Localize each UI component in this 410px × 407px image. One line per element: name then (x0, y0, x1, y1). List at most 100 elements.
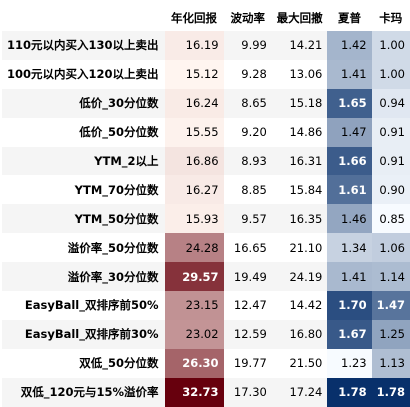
cell-annual-return: 26.30 (164, 348, 224, 378)
cell-max-drawdown: 14.21 (271, 31, 328, 60)
row-label: 低价_30分位数 (2, 88, 165, 118)
cell-annual-return: 15.12 (164, 59, 224, 89)
table-row: 双低_50分位数 26.30 19.77 21.50 1.23 1.13 (2, 348, 410, 378)
cell-annual-return: 24.28 (164, 233, 224, 263)
cell-sharpe: 1.34 (327, 233, 372, 263)
cell-sharpe: 1.47 (327, 117, 372, 147)
row-label: 双低_120元与15%溢价率 (2, 377, 165, 407)
cell-sharpe: 1.42 (327, 31, 372, 60)
table-row: 100元以内买入120以上卖出 15.12 9.28 13.06 1.41 1.00 (2, 59, 410, 89)
column-header-max-drawdown: 最大回撤 (276, 11, 323, 25)
cell-volatility: 9.57 (223, 204, 272, 234)
cell-calmar: 0.90 (371, 175, 410, 205)
cell-max-drawdown: 16.35 (271, 204, 328, 234)
table-row: EasyBall_双排序前30% 23.02 12.59 16.80 1.67 1.25 (2, 319, 410, 349)
cell-annual-return: 15.55 (164, 117, 224, 147)
backtest-results-table: 年化回报 波动率 最大回撤 夏普 卡玛 110元以内买入130以上卖出 16.19… (2, 5, 410, 407)
cell-max-drawdown: 24.19 (271, 262, 328, 292)
cell-calmar: 0.85 (371, 204, 410, 234)
cell-calmar: 1.47 (371, 291, 410, 320)
cell-sharpe: 1.46 (327, 204, 372, 234)
cell-calmar: 1.14 (371, 262, 410, 292)
cell-max-drawdown: 16.31 (271, 146, 328, 176)
column-header-sharpe: 夏普 (338, 11, 361, 25)
cell-calmar: 1.06 (371, 233, 410, 263)
cell-max-drawdown: 13.06 (271, 59, 328, 89)
row-label: YTM_50分位数 (2, 204, 165, 234)
cell-sharpe: 1.67 (327, 319, 372, 349)
row-label: 100元以内买入120以上卖出 (2, 59, 165, 89)
table-row: 低价_50分位数 15.55 9.20 14.86 1.47 0.91 (2, 117, 410, 147)
cell-max-drawdown: 14.42 (271, 291, 328, 320)
cell-sharpe: 1.70 (327, 291, 372, 320)
row-label: EasyBall_双排序前50% (2, 291, 165, 320)
row-label: 双低_50分位数 (2, 348, 165, 378)
cell-sharpe: 1.61 (327, 175, 372, 205)
cell-max-drawdown: 15.18 (271, 88, 328, 118)
cell-volatility: 16.65 (223, 233, 272, 263)
cell-volatility: 9.99 (223, 31, 272, 60)
cell-volatility: 8.85 (223, 175, 272, 205)
cell-max-drawdown: 14.86 (271, 117, 328, 147)
cell-annual-return: 16.86 (164, 146, 224, 176)
cell-annual-return: 23.02 (164, 319, 224, 349)
cell-volatility: 12.47 (223, 291, 272, 320)
cell-volatility: 19.49 (223, 262, 272, 292)
cell-max-drawdown: 21.50 (271, 348, 328, 378)
table-row: YTM_2以上 16.86 8.93 16.31 1.66 0.91 (2, 146, 410, 176)
cell-calmar: 1.00 (371, 31, 410, 60)
table-row: YTM_70分位数 16.27 8.85 15.84 1.61 0.90 (2, 175, 410, 205)
cell-max-drawdown: 17.24 (271, 377, 328, 407)
table-row: EasyBall_双排序前50% 23.15 12.47 14.42 1.70 1.47 (2, 291, 410, 320)
cell-calmar: 1.25 (371, 319, 410, 349)
cell-max-drawdown: 15.84 (271, 175, 328, 205)
cell-calmar: 1.00 (371, 59, 410, 89)
cell-volatility: 8.93 (223, 146, 272, 176)
cell-max-drawdown: 16.80 (271, 319, 328, 349)
table-row: 溢价率_30分位数 29.57 19.49 24.19 1.41 1.14 (2, 262, 410, 292)
cell-sharpe: 1.78 (327, 377, 372, 407)
row-label: YTM_2以上 (2, 146, 165, 176)
cell-annual-return: 16.24 (164, 88, 224, 118)
column-header-volatility: 波动率 (230, 11, 265, 25)
table-row: 双低_120元与15%溢价率 32.73 17.30 17.24 1.78 1.78 (2, 377, 410, 407)
table-header: 年化回报 波动率 最大回撤 夏普 卡玛 (2, 5, 410, 31)
row-label: YTM_70分位数 (2, 175, 165, 205)
column-header-index (2, 5, 165, 31)
cell-max-drawdown: 21.10 (271, 233, 328, 263)
cell-volatility: 9.20 (223, 117, 272, 147)
cell-sharpe: 1.65 (327, 88, 372, 118)
table-row: 110元以内买入130以上卖出 16.19 9.99 14.21 1.42 1.00 (2, 31, 410, 60)
table-body: 110元以内买入130以上卖出 16.19 9.99 14.21 1.42 1.00 100… (2, 31, 410, 407)
column-header-annual-return: 年化回报 (171, 11, 218, 25)
row-label: 110元以内买入130以上卖出 (2, 31, 165, 60)
cell-calmar: 1.78 (371, 377, 410, 407)
cell-annual-return: 15.93 (164, 204, 224, 234)
cell-volatility: 9.28 (223, 59, 272, 89)
cell-volatility: 17.30 (223, 377, 272, 407)
column-header-calmar: 卡玛 (379, 11, 403, 25)
cell-sharpe: 1.41 (327, 262, 372, 292)
table-row: 溢价率_50分位数 24.28 16.65 21.10 1.34 1.06 (2, 233, 410, 263)
cell-sharpe: 1.23 (327, 348, 372, 378)
table-row: 低价_30分位数 16.24 8.65 15.18 1.65 0.94 (2, 88, 410, 118)
row-label: 低价_50分位数 (2, 117, 165, 147)
cell-annual-return: 16.19 (164, 31, 224, 60)
cell-volatility: 8.65 (223, 88, 272, 118)
cell-sharpe: 1.41 (327, 59, 372, 89)
row-label: 溢价率_50分位数 (2, 233, 165, 263)
cell-sharpe: 1.66 (327, 146, 372, 176)
cell-calmar: 0.91 (371, 146, 410, 176)
cell-volatility: 12.59 (223, 319, 272, 349)
row-label: EasyBall_双排序前30% (2, 319, 165, 349)
cell-calmar: 0.91 (371, 117, 410, 147)
cell-annual-return: 29.57 (164, 262, 224, 292)
cell-annual-return: 23.15 (164, 291, 224, 320)
cell-annual-return: 16.27 (164, 175, 224, 205)
header-row: 年化回报 波动率 最大回撤 夏普 卡玛 (2, 5, 410, 31)
cell-volatility: 19.77 (223, 348, 272, 378)
cell-calmar: 1.13 (371, 348, 410, 378)
row-label: 溢价率_30分位数 (2, 262, 165, 292)
cell-calmar: 0.94 (371, 88, 410, 118)
